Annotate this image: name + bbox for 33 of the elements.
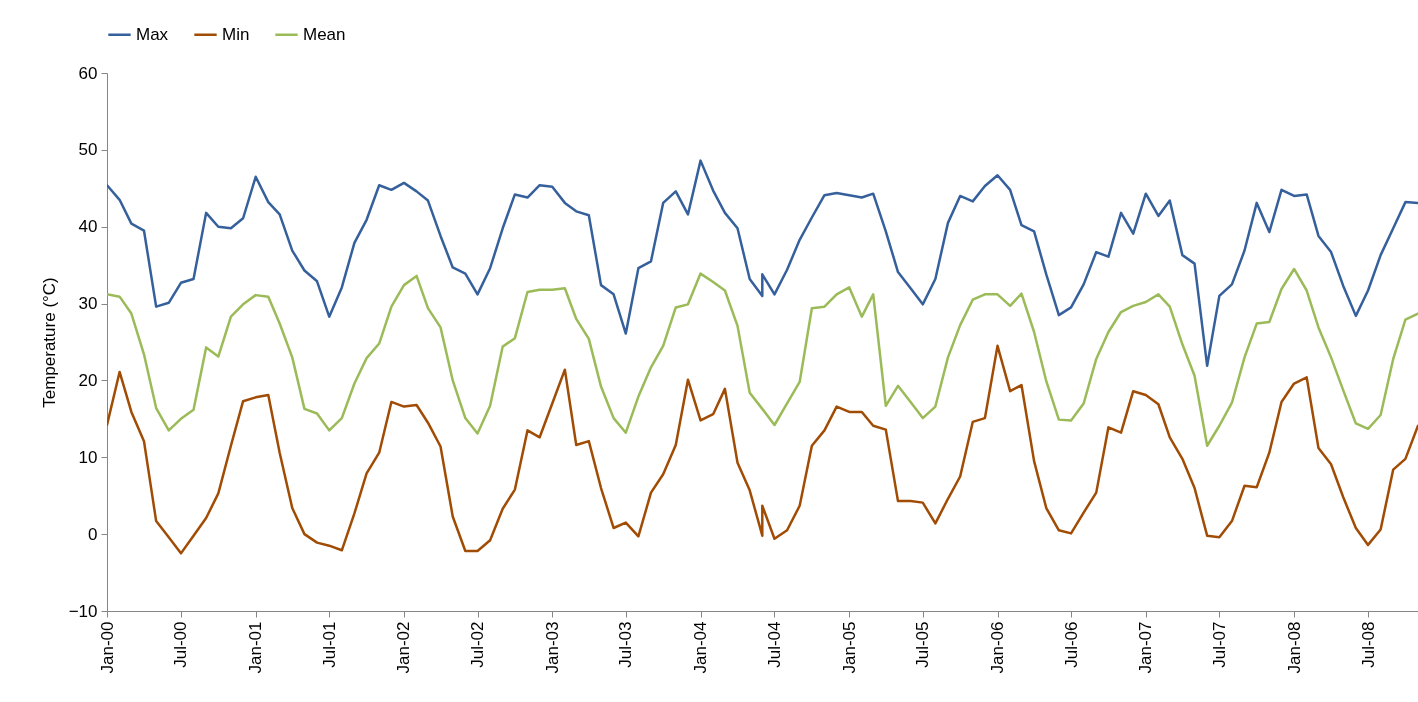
x-tick-label: Jul-05: [913, 621, 933, 668]
y-tick-label: 0: [88, 524, 98, 544]
x-tick-label: Jan-04: [691, 621, 711, 674]
x-tick-label: Jul-07: [1209, 621, 1229, 668]
x-tick-label: Jan-02: [394, 621, 414, 674]
y-tick-label: 30: [78, 294, 98, 314]
y-tick-label: 10: [78, 447, 98, 467]
legend-label: Max: [136, 24, 169, 44]
line-series: [107, 267, 1418, 448]
y-axis-title: Temperature (°C): [39, 277, 59, 408]
x-tick-label: Jan-05: [839, 621, 859, 674]
x-tick-label: Jan-07: [1136, 621, 1156, 674]
x-tick-label: Jul-08: [1358, 621, 1378, 668]
legend-label: Mean: [303, 24, 346, 44]
legend-label: Min: [222, 24, 250, 44]
x-tick-label: Jul-04: [764, 621, 784, 668]
x-tick-label: Jul-00: [171, 621, 191, 668]
y-tick-label: 20: [78, 370, 98, 390]
y-tick-label: 40: [78, 217, 98, 237]
x-tick-label: Jan-08: [1284, 621, 1304, 674]
x-tick-label: Jan-01: [246, 621, 266, 674]
y-tick-label: 50: [78, 140, 98, 160]
y-tick-label: 60: [78, 63, 98, 83]
x-tick-label: Jul-02: [468, 621, 488, 668]
x-tick-label: Jan-00: [97, 621, 117, 674]
x-tick-label: Jul-03: [616, 621, 636, 668]
x-tick-label: Jan-06: [988, 621, 1008, 674]
line-series: [107, 344, 1418, 555]
x-tick-label: Jan-03: [542, 621, 562, 674]
x-tick-label: Jul-06: [1061, 621, 1081, 668]
y-tick-label: −10: [68, 601, 98, 621]
line-series: [107, 159, 1418, 368]
x-tick-label: Jul-01: [319, 621, 339, 668]
